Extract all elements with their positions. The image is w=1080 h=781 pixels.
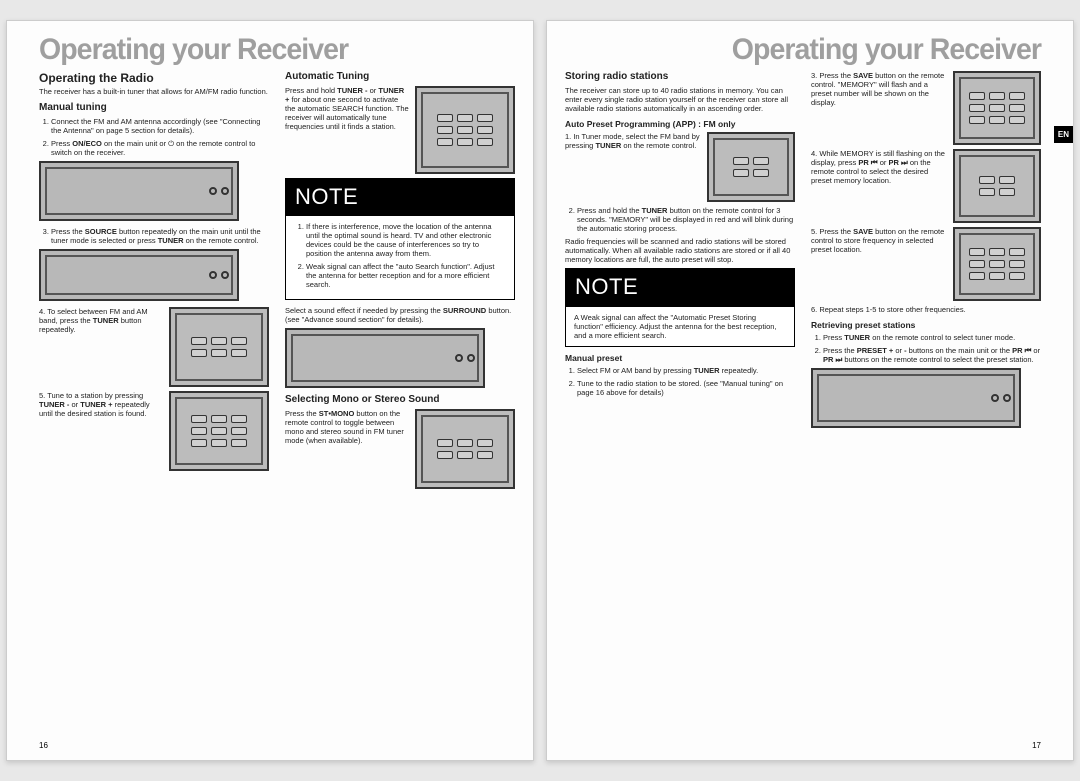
illustration-remote-pr: [953, 149, 1041, 223]
step-4-memory: 4. While MEMORY is still flashing on the…: [811, 149, 947, 185]
illustration-receiver-source: [39, 249, 239, 301]
auto-tuning-text: Press and hold TUNER - or TUNER + for ab…: [285, 86, 409, 131]
step-5-save: 5. Press the SAVE button on the remote c…: [811, 227, 947, 254]
note-header-1: NOTE: [285, 178, 515, 216]
app-step-1: 1. In Tuner mode, select the FM band by …: [565, 132, 701, 150]
page-number-right: 17: [1032, 741, 1041, 750]
right-column-2: 3. Press the SAVE button on the remote c…: [811, 71, 1041, 732]
illustration-remote-save2: [953, 227, 1041, 301]
intro-text: The receiver has a built-in tuner that a…: [39, 87, 269, 96]
illustration-remote-app: [707, 132, 795, 202]
page-left: Operating your Receiver Operating the Ra…: [6, 20, 534, 761]
retrieve-step-1: Press TUNER on the remote control to sel…: [823, 333, 1041, 342]
step-1: Connect the FM and AM antenna accordingl…: [51, 117, 269, 135]
step-5: 5. Tune to a station by pressing TUNER -…: [39, 391, 163, 418]
note-body-2: A Weak signal can affect the "Automatic …: [565, 307, 795, 347]
retrieve-step-2: Press the PRESET + or - buttons on the m…: [823, 346, 1041, 364]
banner-right: Operating your Receiver: [589, 33, 1041, 67]
step-3-save: 3. Press the SAVE button on the remote c…: [811, 71, 947, 107]
heading-operating-radio: Operating the Radio: [39, 71, 269, 85]
heading-app: Auto Preset Programming (APP) : FM only: [565, 119, 795, 129]
illustration-remote-save1: [953, 71, 1041, 145]
app-post: Radio frequencies will be scanned and ra…: [565, 237, 795, 264]
step-4: 4. To select between FM and AM band, pre…: [39, 307, 163, 334]
heading-auto-tuning: Automatic Tuning: [285, 71, 515, 83]
step-6-repeat: 6. Repeat steps 1-5 to store other frequ…: [811, 305, 1041, 314]
heading-mono-stereo: Selecting Mono or Stereo Sound: [285, 394, 515, 406]
heading-storing: Storing radio stations: [565, 71, 795, 83]
note-body-1: If there is interference, move the locat…: [285, 216, 515, 300]
heading-retrieving: Retrieving preset stations: [811, 320, 1041, 330]
app-step-2: Press and hold the TUNER button on the r…: [577, 206, 795, 233]
illustration-remote-search: [415, 86, 515, 174]
storing-intro: The receiver can store up to 40 radio st…: [565, 86, 795, 113]
illustration-remote-tune: [169, 391, 269, 471]
left-column-2: Automatic Tuning Press and hold TUNER - …: [285, 71, 515, 732]
note-header-2: NOTE: [565, 268, 795, 306]
banner-left: Operating your Receiver: [39, 33, 491, 67]
mono-text: Press the ST•MONO button on the remote c…: [285, 409, 409, 445]
illustration-remote-tuner: [169, 307, 269, 387]
language-tab: EN: [1054, 126, 1073, 143]
step-3: Press the SOURCE button repeatedly on th…: [51, 227, 269, 245]
step-2: Press ON/ECO on the main unit or ⏻ on th…: [51, 139, 269, 157]
illustration-receiver-front: [39, 161, 239, 221]
page-number-left: 16: [39, 741, 48, 750]
surround-text: Select a sound effect if needed by press…: [285, 306, 515, 324]
mp-step-2: Tune to the radio station to be stored. …: [577, 379, 795, 397]
page-right: Operating your Receiver EN Storing radio…: [546, 20, 1074, 761]
heading-manual-preset: Manual preset: [565, 353, 795, 363]
illustration-receiver-surround: [285, 328, 485, 388]
right-column-1: Storing radio stations The receiver can …: [565, 71, 795, 732]
left-column-1: Operating the Radio The receiver has a b…: [39, 71, 269, 732]
illustration-remote-mono: [415, 409, 515, 489]
heading-manual-tuning: Manual tuning: [39, 102, 269, 114]
illustration-receiver-preset: [811, 368, 1021, 428]
mp-step-1: Select FM or AM band by pressing TUNER r…: [577, 366, 795, 375]
